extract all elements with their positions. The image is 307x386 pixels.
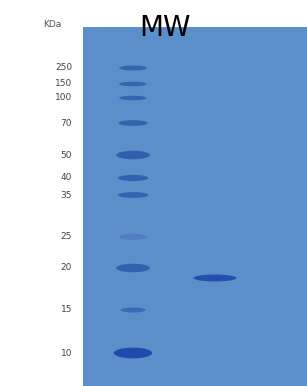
Text: MW: MW — [139, 14, 191, 42]
Text: 100: 100 — [55, 93, 72, 103]
Text: 15: 15 — [60, 305, 72, 315]
Text: 35: 35 — [60, 191, 72, 200]
Text: 250: 250 — [55, 64, 72, 73]
Text: 25: 25 — [60, 232, 72, 242]
Text: 50: 50 — [60, 151, 72, 159]
Text: 20: 20 — [60, 264, 72, 273]
Text: 40: 40 — [60, 173, 72, 183]
Text: 10: 10 — [60, 349, 72, 357]
Text: 70: 70 — [60, 119, 72, 127]
Text: 150: 150 — [55, 80, 72, 88]
Text: KDa: KDa — [43, 20, 61, 29]
